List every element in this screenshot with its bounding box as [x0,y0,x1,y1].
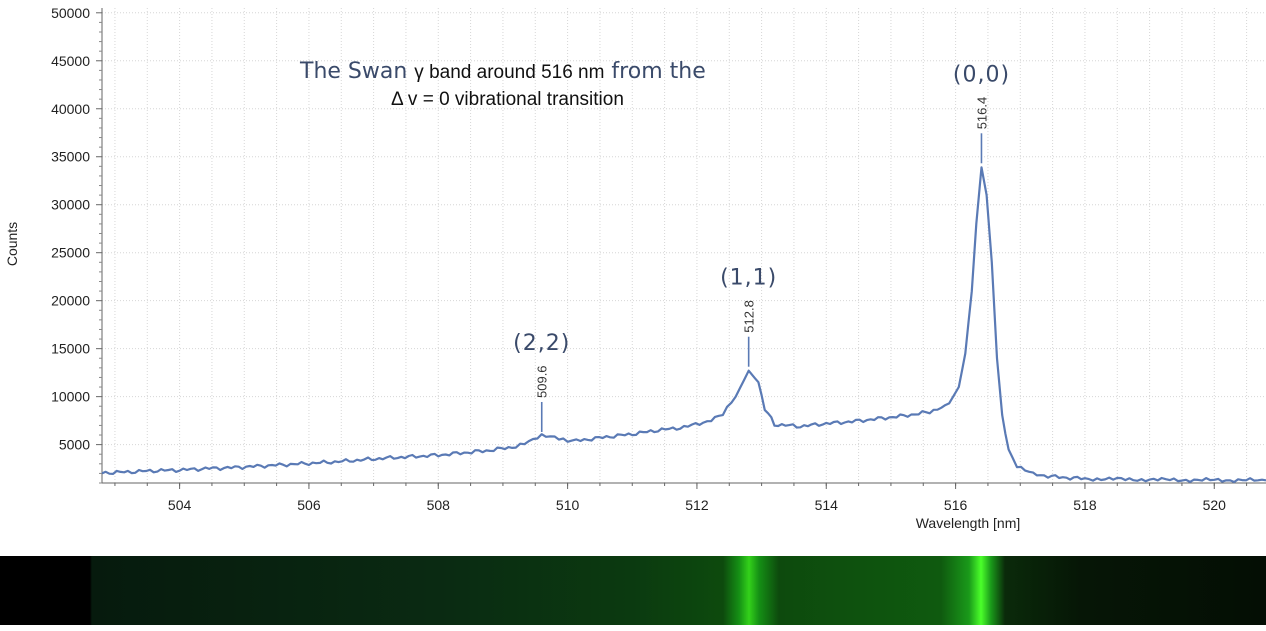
vibrational-band-label: (2,2) [513,331,570,356]
axes [101,8,1266,484]
y-tick-label: 10000 [51,389,90,405]
x-tick-label: 520 [1203,497,1227,513]
x-tick-label: 508 [427,497,451,513]
x-tick-label: 516 [944,497,968,513]
x-tick-label: 512 [685,497,709,513]
y-tick-label: 50000 [51,5,90,21]
spectrum-image-strip [0,556,1266,625]
y-ticks: 5000 10000 15000 20000 25000 30000 35000 40000 4… [51,5,102,484]
chart-title-line2: Δ v = 0 vibrational transition [391,89,624,110]
title-part-3: band around 516 nm [424,62,605,83]
x-tick-label: 506 [297,497,321,513]
x-axis-title: Wavelength [nm] [916,515,1021,531]
y-tick-label: 15000 [51,341,90,357]
x-tick-label: 518 [1073,497,1097,513]
y-tick-label: 40000 [51,101,90,117]
chart-title-line1: The Swan γ band around 516 nm from the [299,59,706,84]
y-tick-label: 35000 [51,149,90,165]
series-layer [101,166,1266,484]
title-part-2: γ [414,62,424,83]
vibrational-band-label: (0,0) [953,62,1010,87]
y-tick-label: 30000 [51,197,90,213]
vibrational-band-label: (1,1) [720,266,777,291]
y-axis-title: Counts [4,222,20,266]
x-tick-label: 510 [556,497,580,513]
grid [102,8,1266,483]
peak-annotations: 509.6 (2,2) 512.8 (1,1) 516.4 (0,0) [513,62,1010,432]
y-tick-label: 5000 [59,437,90,453]
peak-value-label: 516.4 [974,97,989,130]
x-tick-label: 504 [168,497,192,513]
peak-value-label: 512.8 [742,300,757,333]
peak-value-label: 509.6 [535,365,550,398]
series-line [101,166,1266,484]
y-tick-label: 45000 [51,53,90,69]
title-part-4: from the [604,59,705,84]
y-tick-label: 25000 [51,245,90,261]
x-tick-label: 514 [815,497,839,513]
y-tick-label: 20000 [51,293,90,309]
x-ticks: 504 506 508 510 512 514 516 518 520 [114,483,1248,513]
title-part-1: The Swan [299,59,414,84]
